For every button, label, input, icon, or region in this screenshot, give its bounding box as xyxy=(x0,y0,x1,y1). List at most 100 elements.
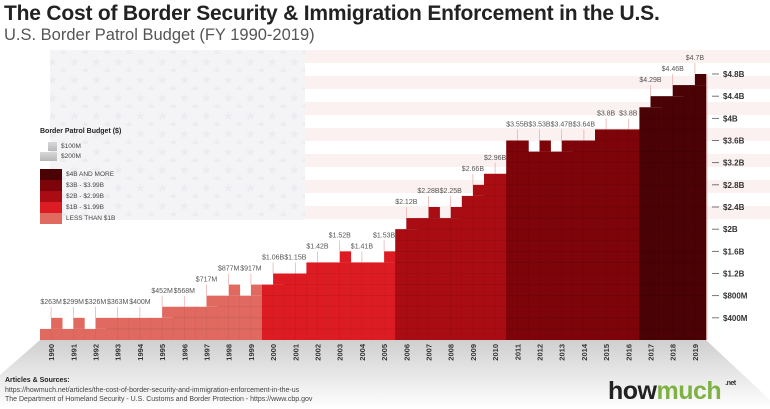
bars-group xyxy=(40,74,707,341)
bar-block xyxy=(417,218,440,340)
bar-block xyxy=(550,151,574,340)
x-tick-label: 2006 xyxy=(402,344,411,361)
x-tick-label: 1994 xyxy=(136,343,145,361)
data-label: $326M xyxy=(85,299,107,306)
howmuch-logo[interactable]: howmuch .net xyxy=(608,377,736,406)
y-tick-label: $2.8B xyxy=(723,181,745,190)
bar-block xyxy=(262,284,285,340)
sources-title: Articles & Sources: xyxy=(5,377,70,384)
x-tick-label: 1990 xyxy=(47,344,56,361)
y-tick-label: $4.4B xyxy=(723,92,745,101)
bar-block xyxy=(439,218,463,340)
data-label: $2.96B xyxy=(484,155,507,162)
bar-block xyxy=(484,173,507,340)
bar-2002 xyxy=(306,262,329,340)
bar-block xyxy=(62,328,85,340)
legend-color-label: $2B - $2.99B xyxy=(66,193,104,200)
bar-1990 xyxy=(40,317,63,340)
bar-step-block xyxy=(73,317,85,329)
x-tick-label: 2018 xyxy=(669,344,678,361)
data-label: $2.25B xyxy=(440,188,463,195)
data-label: $3.64B xyxy=(573,122,596,129)
bar-step-block xyxy=(228,284,241,296)
data-label: $568M xyxy=(174,288,196,295)
bar-block xyxy=(572,140,596,340)
legend-color-label: $4B AND MORE xyxy=(66,171,115,178)
data-label: $1.15B xyxy=(284,255,307,262)
flag-background xyxy=(50,50,770,220)
y-tick-label: $400M xyxy=(723,314,748,323)
bar-block xyxy=(40,328,63,340)
x-tick-label: 2009 xyxy=(469,344,478,361)
bar-block xyxy=(528,151,551,340)
y-tick-label: $1.2B xyxy=(723,270,745,279)
legend-color-label: LESS THAN $1B xyxy=(66,215,116,222)
legend-label: $100M xyxy=(61,142,81,150)
bar-step-block xyxy=(672,85,685,97)
bar-2004 xyxy=(350,262,374,340)
y-axis: $400M $800M $1.2B $1.6B $2B $2.4B $2.8B $3.2B $3… xyxy=(706,70,748,340)
source-link-article[interactable]: https://howmuch.net/articles/the-cost-of… xyxy=(5,386,300,394)
y-tick-label: $1.6B xyxy=(723,247,745,256)
data-label: $717M xyxy=(196,277,218,284)
bar-step-block xyxy=(206,295,218,307)
bar-step-block xyxy=(561,140,574,152)
bar-block xyxy=(284,273,307,340)
bar-1992 xyxy=(84,317,107,340)
bar-block xyxy=(84,328,107,340)
x-tick-label: 1995 xyxy=(158,344,167,361)
bar-block xyxy=(661,96,685,341)
bar-block xyxy=(395,229,418,340)
x-tick-label: 1998 xyxy=(225,344,234,361)
data-label: $1.42B xyxy=(306,243,329,250)
legend-color-swatch xyxy=(40,213,62,224)
bar-2018 xyxy=(661,85,685,341)
x-tick-label: 2010 xyxy=(491,344,500,361)
legend-label: $200M xyxy=(61,152,81,160)
floor-shadow xyxy=(0,340,770,409)
bar-step-block xyxy=(539,140,551,152)
x-tick-label: 2019 xyxy=(691,344,700,361)
x-tick-label: 1996 xyxy=(180,344,189,361)
data-label: $4.46B xyxy=(662,66,685,73)
x-tick-label: 1992 xyxy=(92,344,101,361)
bar-step-block xyxy=(450,207,463,219)
data-label: $2.12B xyxy=(395,199,418,206)
bar-2003 xyxy=(328,251,352,340)
legend-color-item: $3B - $3.99B xyxy=(40,180,121,191)
data-label: $3.8B xyxy=(619,110,638,117)
bar-2000 xyxy=(262,273,285,340)
x-tick-label: 2001 xyxy=(291,344,300,361)
bar-step-block xyxy=(51,317,63,329)
legend-color-swatch xyxy=(40,202,62,213)
data-label: $299M xyxy=(63,299,85,306)
bar-1995 xyxy=(151,306,174,340)
bar-1991 xyxy=(62,317,85,340)
bar-block xyxy=(595,129,618,340)
source-link-cbp[interactable]: The Department of Homeland Security - U.… xyxy=(5,396,313,403)
bar-step-block xyxy=(95,317,107,329)
bar-block xyxy=(506,140,529,340)
data-label: $2.28B xyxy=(417,188,440,195)
sources: Articles & Sources: https://howmuch.net/… xyxy=(5,376,312,405)
x-axis: 1990 1991 1992 1993 1994 1995 1996 1997 1998 1999… xyxy=(47,343,700,361)
page-title: The Cost of Border Security & Immigratio… xyxy=(4,2,660,25)
data-label: $1.52B xyxy=(329,232,352,239)
bar-2001 xyxy=(284,273,307,340)
x-tick-label: 2011 xyxy=(513,344,522,360)
legend-color-item: LESS THAN $1B xyxy=(40,213,121,224)
data-label: $363M xyxy=(107,299,129,306)
bar-2011 xyxy=(506,140,529,340)
bar-2005 xyxy=(373,251,396,340)
legend-size-100m: $100M xyxy=(40,141,121,151)
bar-step-block xyxy=(250,284,263,296)
bar-step-block xyxy=(406,218,418,230)
legend: Border Patrol Budget ($) $100M $200M $4B… xyxy=(40,128,121,224)
bar-2006 xyxy=(395,218,418,340)
x-tick-label: 1991 xyxy=(69,344,78,361)
bar-2014 xyxy=(572,140,596,340)
x-tick-label: 2002 xyxy=(314,344,323,361)
x-tick-label: 1997 xyxy=(203,344,212,361)
bar-2008 xyxy=(439,207,463,340)
